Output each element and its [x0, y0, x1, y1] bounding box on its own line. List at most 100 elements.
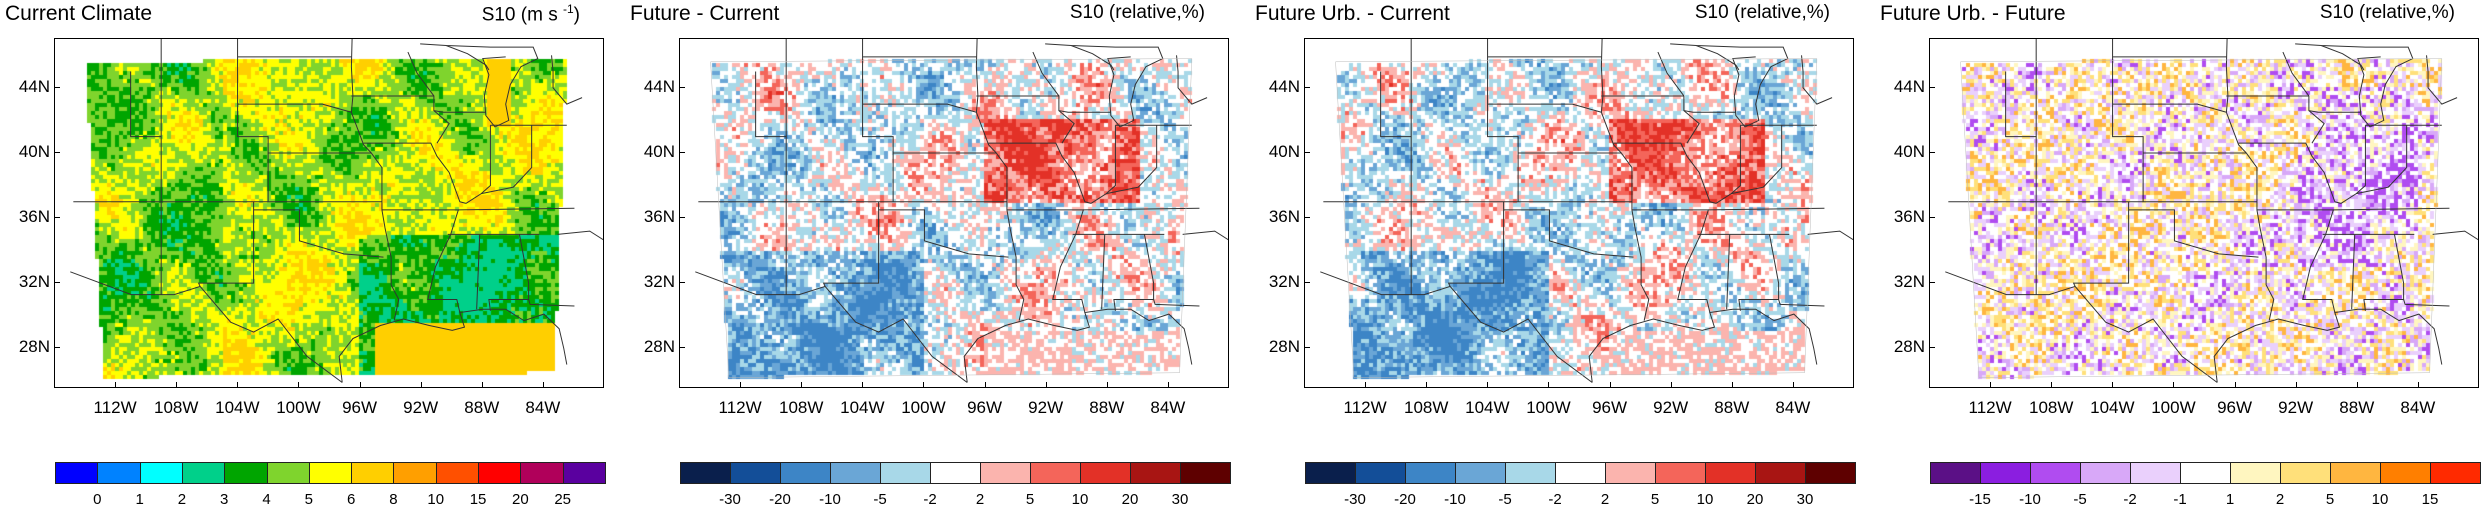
state-border-3 [822, 201, 880, 287]
map-overlay [695, 39, 1228, 383]
x-tick-mark [1548, 382, 1550, 388]
colorbar-label: -10 [2019, 491, 2041, 508]
variable-label: S10 (m s -1)S10 (m s⁻¹) [481, 2, 580, 26]
colorbar-label: 0 [93, 491, 102, 508]
mexico-border [695, 271, 968, 383]
state-border-15 [1090, 125, 1116, 204]
state-border-13 [1032, 51, 1111, 113]
colorbar-swatch [1705, 462, 1756, 484]
x-tick-label: 92W [1028, 398, 1064, 417]
y-tick-label: 36N [643, 207, 675, 227]
mexico-border [70, 271, 343, 383]
state-border-1 [1380, 39, 1412, 138]
x-tick-label: 88W [464, 398, 500, 417]
y-tick-mark [1304, 282, 1310, 284]
state-border-25 [1070, 45, 1115, 71]
colorbar-label: -1 [2173, 491, 2187, 508]
state-border-21 [1738, 234, 1780, 311]
state-border-23 [2432, 230, 2478, 241]
map-overlay [1320, 39, 1853, 383]
x-tick-mark [2295, 382, 2297, 388]
colorbar-label: 20 [1746, 491, 1764, 508]
colorbar-label: 20 [512, 491, 529, 508]
x-tick-mark [1106, 382, 1108, 388]
y-tick-label: 32N [1893, 272, 1925, 292]
state-border-3 [1447, 201, 1505, 287]
x-tick-mark [1167, 382, 1169, 388]
x-tick-label: 104W [840, 398, 885, 417]
state-border-23 [1807, 230, 1853, 241]
state-border-22 [1778, 299, 1825, 307]
y-tick-mark [679, 151, 685, 153]
state-border-19 [2351, 234, 2356, 310]
colorbar-label: 5 [304, 491, 314, 508]
colorbar-swatch [393, 462, 437, 484]
colorbar-label: 15 [2421, 491, 2439, 508]
mexico-border [1945, 271, 2218, 383]
x-tick-label: 88W [2339, 398, 2375, 417]
x-tick-label: 96W [2217, 398, 2253, 417]
colorbar-label: 30 [1796, 491, 1814, 508]
colorbar-label: 20 [1121, 491, 1139, 508]
state-border-9 [253, 209, 384, 258]
y-tick-mark [679, 347, 685, 349]
colorbar-label: -5 [1498, 491, 1512, 508]
x-tick-label: 96W [342, 398, 378, 417]
x-tick-mark [420, 382, 422, 388]
state-border-3 [197, 201, 255, 287]
colorbar-swatch [1130, 462, 1181, 484]
state-border-19 [1726, 234, 1731, 310]
map-panel-4: Future Urb. - Future S10 (relative,%) 44N 4… [1875, 0, 2485, 510]
y-tick-label: 36N [18, 207, 50, 227]
state-border-22 [2403, 299, 2450, 307]
colorbar-swatch [780, 462, 831, 484]
x-tick-label: 108W [779, 398, 824, 417]
lake-huron-shore [1176, 55, 1208, 105]
x-tick-label: 88W [1714, 398, 1750, 417]
gulf-coastline [963, 308, 1193, 383]
state-border-16 [1106, 125, 1158, 195]
state-border-18 [2333, 207, 2450, 211]
colorbar-label: 30 [1171, 491, 1189, 508]
x-tick-mark [115, 382, 117, 388]
state-border-13 [1657, 51, 1736, 113]
colorbar-swatch [224, 462, 268, 484]
colorbar-swatch [1605, 462, 1656, 484]
map-frame [679, 38, 1229, 388]
heatmap-field [680, 39, 1228, 387]
heatmap-field [55, 39, 603, 387]
state-border-0 [1487, 39, 1519, 202]
map-frame [1304, 38, 1854, 388]
colorbar-label: 15 [469, 491, 487, 508]
colorbar-swatch [1505, 462, 1556, 484]
colorbar-swatch [308, 462, 353, 484]
x-tick-mark [176, 382, 178, 388]
state-border-23 [557, 230, 603, 241]
lake-michigan-shore [420, 43, 539, 128]
x-tick-mark [298, 382, 300, 388]
state-border-16 [1731, 125, 1783, 195]
x-tick-mark [2173, 382, 2175, 388]
colorbar-swatch [55, 462, 99, 484]
gulf-coastline [1588, 308, 1818, 383]
colorbar-label: -5 [873, 491, 887, 508]
x-tick-mark [1609, 382, 1611, 388]
state-border-8 [1600, 39, 1650, 321]
colorbar-swatch [1080, 462, 1131, 484]
state-border-14 [433, 110, 450, 144]
state-border-7 [237, 103, 352, 113]
state-border-25 [445, 45, 490, 71]
state-border-12 [363, 142, 467, 204]
y-tick-mark [679, 282, 685, 284]
y-tick-label: 44N [18, 76, 50, 96]
x-tick-label: 108W [154, 398, 199, 417]
y-tick-mark [1304, 151, 1310, 153]
state-border-8 [350, 39, 400, 321]
colorbar-label: 5 [1025, 491, 1035, 508]
state-border-12 [988, 142, 1092, 204]
colorbar-label: 5 [2325, 491, 2335, 508]
colorbar-swatch [830, 462, 881, 484]
x-tick-mark [1365, 382, 1367, 388]
x-tick-mark [984, 382, 986, 388]
